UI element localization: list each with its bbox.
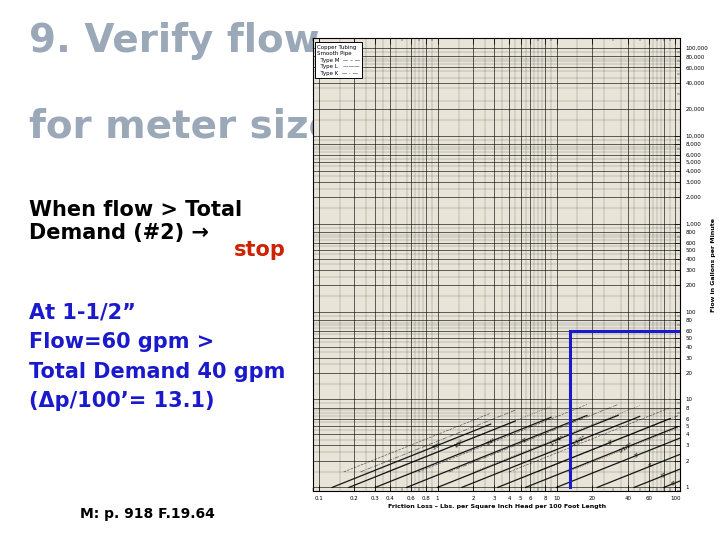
Text: 9. Verify flow: 9. Verify flow [29, 22, 319, 59]
X-axis label: Friction Loss – Lbs. per Square Inch Head per 100 Foot Length: Friction Loss – Lbs. per Square Inch Hea… [388, 504, 606, 509]
Y-axis label: Flow in Gallons per Minute: Flow in Gallons per Minute [711, 218, 716, 312]
Text: 1-1/2": 1-1/2" [571, 435, 587, 447]
Text: Copper Tubing
Smooth Pipe
  Type M  — – —
  Type L   ———
  Type K  — · —: Copper Tubing Smooth Pipe Type M — – — T… [317, 45, 360, 76]
Text: 1-1/4": 1-1/4" [549, 434, 564, 446]
Text: 5": 5" [660, 472, 667, 479]
Text: When flow > Total
Demand (#2) →: When flow > Total Demand (#2) → [29, 200, 242, 243]
Text: 3/8": 3/8" [431, 441, 442, 450]
Text: 1/2": 1/2" [453, 439, 464, 449]
Text: 2-1/2": 2-1/2" [618, 441, 634, 454]
Text: 3/4": 3/4" [485, 436, 497, 446]
Text: 1": 1" [522, 436, 529, 443]
Text: 2": 2" [608, 438, 615, 445]
Text: M: p. 918 F.19.64: M: p. 918 F.19.64 [80, 507, 215, 521]
Text: 4": 4" [648, 462, 655, 469]
Text: 3": 3" [634, 451, 641, 458]
Text: At 1-1/2”
Flow=60 gpm >
Total Demand 40 gpm
(Δp/100’= 13.1): At 1-1/2” Flow=60 gpm > Total Demand 40 … [29, 302, 285, 411]
Text: stop: stop [234, 240, 286, 260]
Text: 6": 6" [670, 480, 678, 487]
Text: for meter size: for meter size [29, 108, 335, 146]
